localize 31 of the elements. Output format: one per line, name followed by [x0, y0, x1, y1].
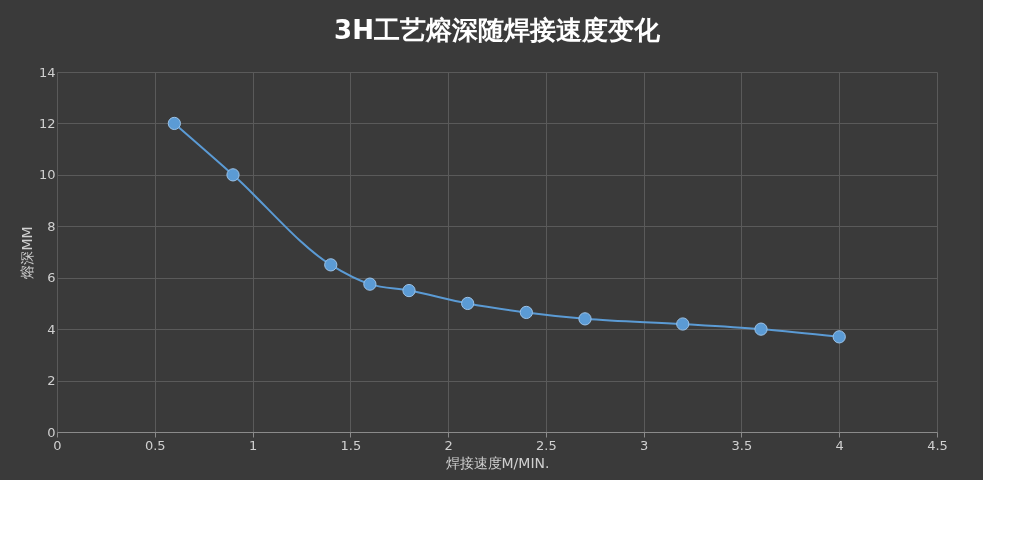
point	[676, 317, 690, 331]
x-tick-label: 2	[444, 437, 453, 453]
y-tick-label: 0	[47, 424, 56, 440]
point	[832, 330, 846, 344]
y-axis-title: 熔深MM	[18, 226, 35, 279]
x-axis-title: 焊接速度M/MIN.	[445, 454, 550, 471]
y-tick-label: 4	[47, 321, 56, 337]
point	[578, 312, 592, 326]
y-tick-label: 14	[38, 64, 56, 80]
point	[461, 296, 475, 311]
x-tick-label: 3.5	[731, 437, 753, 453]
x-tick-label: 0.5	[144, 437, 166, 453]
point	[324, 258, 338, 272]
x-tick-label: 1.5	[340, 437, 362, 453]
x-tick-label: 4.5	[927, 437, 948, 453]
point	[167, 116, 181, 131]
point	[363, 277, 377, 291]
y-tick-label: 6	[47, 270, 56, 286]
x-tick-label: 3	[640, 437, 649, 453]
y-tick-label: 10	[38, 167, 56, 183]
y-tick-label: 12	[38, 115, 56, 131]
x-tick-label: 4	[835, 437, 844, 453]
point	[519, 305, 533, 320]
point	[402, 283, 416, 298]
chart-title: 3H工艺熔深随焊接速度变化	[334, 15, 661, 45]
point	[226, 168, 240, 182]
x-tick-label: 1	[248, 437, 258, 453]
point	[754, 322, 768, 336]
y-tick-label: 8	[47, 218, 56, 234]
y-tick-label: 2	[47, 373, 56, 389]
x-tick-label: 2.5	[536, 437, 557, 453]
